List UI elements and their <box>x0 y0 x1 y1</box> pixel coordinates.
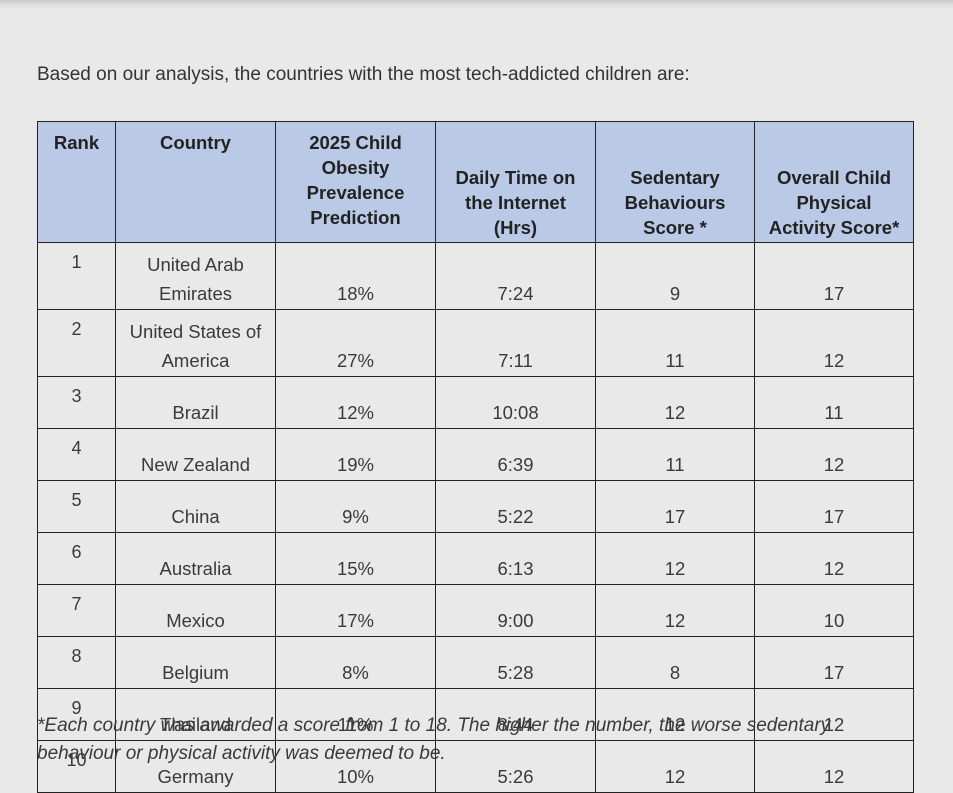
header-country: Country <box>115 121 276 243</box>
table-row: 1 United Arab Emirates 18% 7:24 9 17 <box>37 242 914 310</box>
table-row: 8 Belgium 8% 5:28 8 17 <box>37 636 914 689</box>
country-cell: Germany <box>115 740 276 793</box>
sedentary-score-cell: 12 <box>595 532 755 585</box>
table-row: 10 Germany 10% 5:26 12 12 <box>37 740 914 793</box>
activity-score-cell: 11 <box>754 376 914 429</box>
rank-cell: 5 <box>37 480 116 533</box>
internet-time-cell: 6:39 <box>435 428 596 481</box>
obesity-cell: 18% <box>275 242 436 310</box>
internet-time-cell: 7:24 <box>435 242 596 310</box>
obesity-cell: 17% <box>275 584 436 637</box>
internet-time-cell: 10:08 <box>435 376 596 429</box>
country-cell: Brazil <box>115 376 276 429</box>
obesity-cell: 27% <box>275 309 436 377</box>
sedentary-score-cell: 17 <box>595 480 755 533</box>
internet-time-cell: 6:13 <box>435 532 596 585</box>
country-cell: Mexico <box>115 584 276 637</box>
table-row: 3 Brazil 12% 10:08 12 11 <box>37 376 914 429</box>
obesity-cell: 8% <box>275 636 436 689</box>
obesity-cell: 15% <box>275 532 436 585</box>
sedentary-score-cell: 11 <box>595 428 755 481</box>
activity-score-cell: 17 <box>754 636 914 689</box>
table-footnote: *Each country was awarded a score from 1… <box>37 715 831 764</box>
obesity-cell: 19% <box>275 428 436 481</box>
table-row: 2 United States of America 27% 7:11 11 1… <box>37 309 914 377</box>
internet-time-cell: 5:22 <box>435 480 596 533</box>
rank-cell: 3 <box>37 376 116 429</box>
header-activity-score: Overall Child Physical Activity Score* <box>754 121 914 243</box>
sedentary-score-cell: 11 <box>595 309 755 377</box>
activity-score-cell: 10 <box>754 584 914 637</box>
internet-time-cell: 5:28 <box>435 636 596 689</box>
table-row: 4 New Zealand 19% 6:39 11 12 <box>37 428 914 481</box>
rank-cell: 1 <box>37 242 116 310</box>
rank-cell: 6 <box>37 532 116 585</box>
internet-time-cell: 9:00 <box>435 584 596 637</box>
country-cell: New Zealand <box>115 428 276 481</box>
obesity-cell: 9% <box>275 480 436 533</box>
rank-cell: 10 <box>37 740 116 793</box>
internet-time-cell: 7:11 <box>435 309 596 377</box>
rank-cell: 8 <box>37 636 116 689</box>
activity-score-cell: 12 <box>754 740 914 793</box>
country-cell: Belgium <box>115 636 276 689</box>
table-header-row: Rank Country 2025 Child Obesity Prevalen… <box>37 121 914 243</box>
activity-score-cell: 12 <box>754 688 914 741</box>
country-cell: Australia <box>115 532 276 585</box>
activity-score-cell: 17 <box>754 242 914 310</box>
rank-cell: 2 <box>37 309 116 377</box>
country-cell: China <box>115 480 276 533</box>
ranking-table: Rank Country 2025 Child Obesity Prevalen… <box>37 121 914 793</box>
activity-score-cell: 12 <box>754 532 914 585</box>
obesity-cell: 12% <box>275 376 436 429</box>
rank-cell: 4 <box>37 428 116 481</box>
header-rank: Rank <box>37 121 116 243</box>
rank-cell: 7 <box>37 584 116 637</box>
header-sedentary-score: Sedentary Behaviours Score * <box>595 121 755 243</box>
table-row: 9 Thailand 11% 8:44 12 12 <box>37 688 914 741</box>
table-row: 5 China 9% 5:22 17 17 <box>37 480 914 533</box>
sedentary-score-cell: 12 <box>595 688 755 741</box>
header-internet-time: Daily Time on the Internet (Hrs) <box>435 121 596 243</box>
sedentary-score-cell: 12 <box>595 584 755 637</box>
sedentary-score-cell: 9 <box>595 242 755 310</box>
top-divider <box>0 0 953 10</box>
table-row: 7 Mexico 17% 9:00 12 10 <box>37 584 914 637</box>
sedentary-score-cell: 12 <box>595 376 755 429</box>
activity-score-cell: 17 <box>754 480 914 533</box>
country-cell: United Arab Emirates <box>115 242 276 310</box>
country-cell: United States of America <box>115 309 276 377</box>
activity-score-cell: 12 <box>754 428 914 481</box>
intro-text: Based on our analysis, the countries wit… <box>37 64 690 85</box>
sedentary-score-cell: 8 <box>595 636 755 689</box>
table-row: 6 Australia 15% 6:13 12 12 <box>37 532 914 585</box>
activity-score-cell: 12 <box>754 309 914 377</box>
rank-cell: 9 <box>37 688 116 741</box>
header-obesity: 2025 Child Obesity Prevalence Prediction <box>275 121 436 243</box>
